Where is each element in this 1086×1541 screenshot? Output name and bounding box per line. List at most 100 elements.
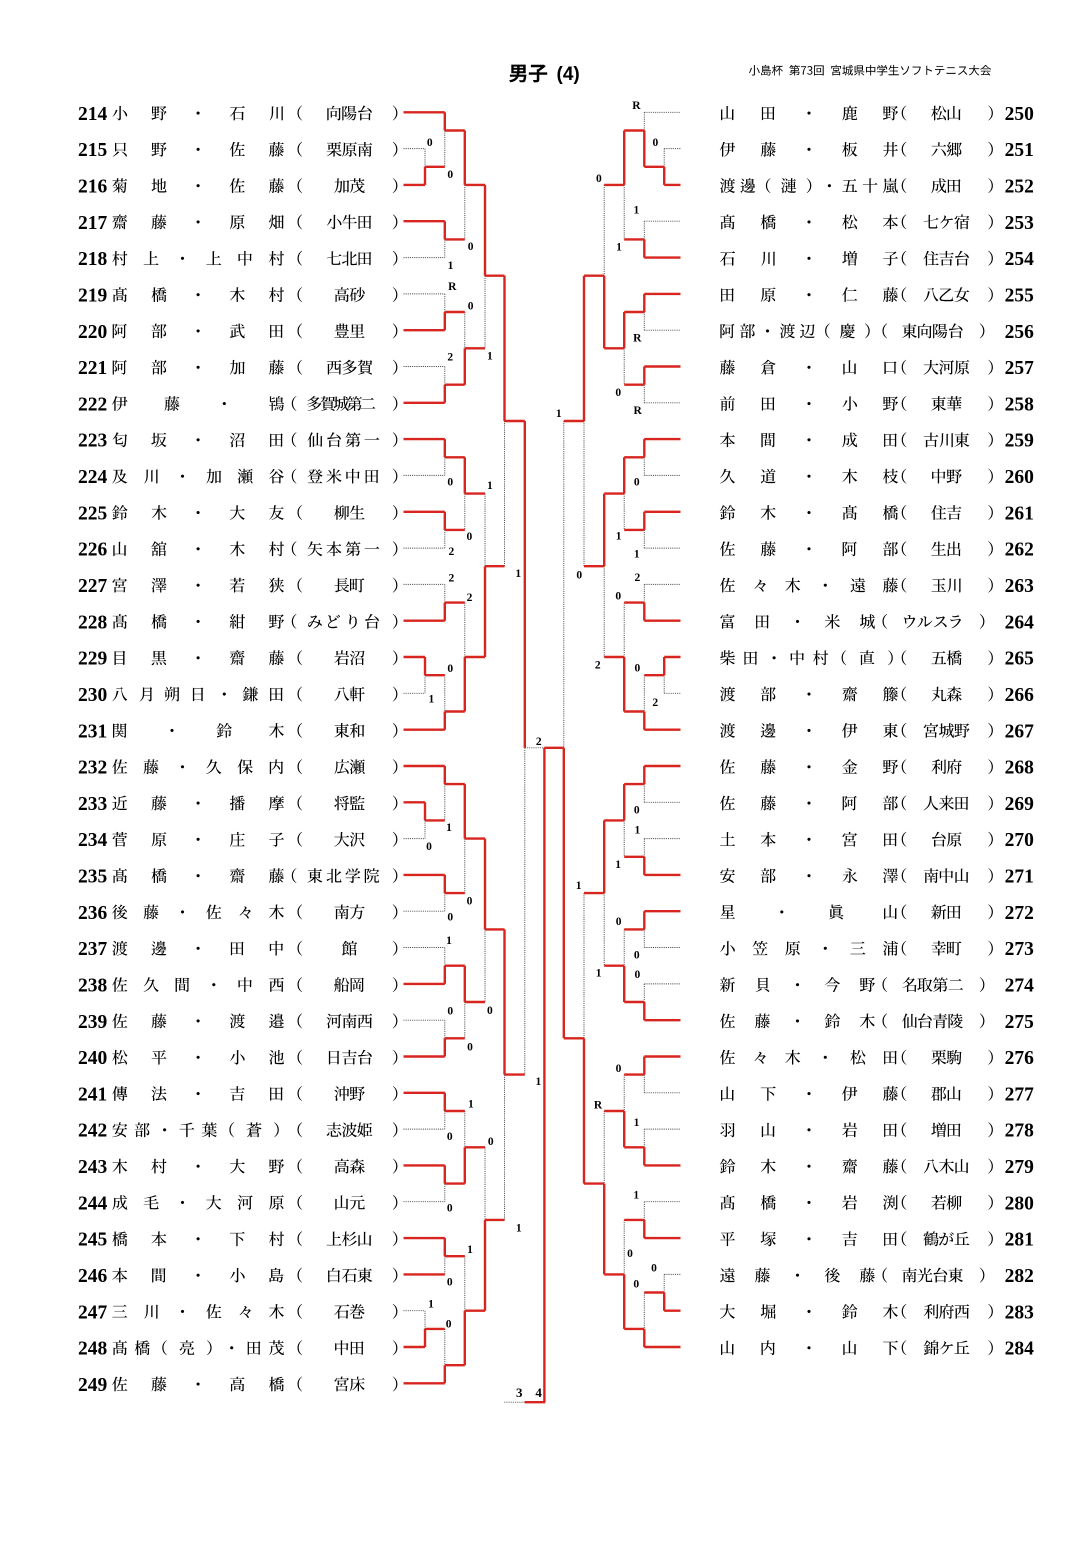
svg-text:0: 0 — [634, 805, 640, 817]
svg-text:1: 1 — [596, 968, 602, 980]
svg-text:274: 274 — [1005, 976, 1035, 997]
svg-text:265: 265 — [1005, 649, 1035, 670]
svg-text:1: 1 — [615, 859, 621, 871]
svg-text:3: 3 — [516, 1385, 523, 1400]
svg-text:1: 1 — [635, 824, 641, 836]
svg-text:1: 1 — [576, 880, 582, 892]
svg-text:0: 0 — [467, 1042, 473, 1054]
svg-text:2: 2 — [449, 573, 455, 585]
svg-text:2: 2 — [595, 659, 601, 671]
svg-text:266: 266 — [1005, 685, 1035, 706]
svg-text:0: 0 — [446, 1319, 452, 1331]
svg-text:271: 271 — [1005, 867, 1034, 888]
svg-text:R: R — [594, 1099, 603, 1111]
svg-text:236: 236 — [78, 903, 108, 924]
svg-text:272: 272 — [1005, 903, 1034, 924]
svg-text:1: 1 — [556, 408, 562, 420]
svg-text:1: 1 — [634, 549, 640, 561]
svg-text:0: 0 — [596, 173, 602, 185]
svg-text:2: 2 — [449, 546, 455, 558]
svg-text:1: 1 — [634, 1117, 640, 1129]
svg-text:1: 1 — [446, 935, 452, 947]
svg-text:263: 263 — [1005, 576, 1035, 597]
svg-text:0: 0 — [427, 137, 433, 149]
svg-text:0: 0 — [468, 241, 474, 253]
svg-text:250: 250 — [1005, 104, 1034, 125]
svg-text:0: 0 — [447, 476, 453, 488]
svg-text:283: 283 — [1005, 1302, 1035, 1323]
svg-text:237: 237 — [78, 939, 108, 960]
svg-text:2: 2 — [635, 572, 641, 584]
svg-text:252: 252 — [1005, 177, 1034, 198]
svg-text:2: 2 — [652, 697, 658, 709]
svg-text:0: 0 — [447, 1131, 453, 1143]
svg-text:R: R — [633, 333, 642, 345]
svg-text:222: 222 — [78, 394, 107, 415]
svg-text:0: 0 — [634, 477, 640, 489]
svg-text:261: 261 — [1005, 503, 1034, 524]
svg-text:270: 270 — [1005, 830, 1034, 851]
svg-text:229: 229 — [78, 649, 108, 670]
svg-text:0: 0 — [467, 531, 473, 543]
svg-text:258: 258 — [1005, 394, 1035, 415]
svg-text:243: 243 — [78, 1157, 108, 1178]
svg-text:216: 216 — [78, 177, 108, 198]
svg-text:1: 1 — [428, 1299, 434, 1311]
svg-text:1: 1 — [634, 204, 640, 216]
svg-text:0: 0 — [616, 916, 622, 928]
svg-text:0: 0 — [635, 662, 641, 674]
svg-text:0: 0 — [635, 969, 641, 981]
svg-text:1: 1 — [448, 260, 454, 272]
svg-text:218: 218 — [78, 249, 108, 270]
svg-text:0: 0 — [651, 1262, 657, 1274]
svg-text:0: 0 — [633, 1279, 639, 1291]
svg-text:217: 217 — [78, 213, 108, 234]
svg-text:244: 244 — [78, 1193, 108, 1214]
svg-text:260: 260 — [1005, 467, 1034, 488]
svg-text:281: 281 — [1005, 1230, 1034, 1251]
svg-text:267: 267 — [1005, 721, 1035, 742]
svg-text:(4): (4) — [557, 64, 580, 85]
svg-text:0: 0 — [653, 137, 659, 149]
svg-text:226: 226 — [78, 540, 108, 561]
svg-text:268: 268 — [1005, 758, 1035, 779]
svg-text:228: 228 — [78, 612, 108, 633]
svg-text:2: 2 — [536, 736, 542, 748]
svg-text:225: 225 — [78, 503, 108, 524]
svg-text:1: 1 — [616, 241, 622, 253]
svg-text:276: 276 — [1005, 1048, 1035, 1069]
svg-text:2: 2 — [467, 592, 473, 604]
svg-text:219: 219 — [78, 286, 108, 307]
svg-text:279: 279 — [1005, 1157, 1035, 1178]
svg-text:0: 0 — [576, 570, 582, 582]
svg-text:1: 1 — [487, 480, 493, 492]
svg-text:232: 232 — [78, 758, 107, 779]
svg-text:0: 0 — [447, 912, 453, 924]
svg-text:262: 262 — [1005, 540, 1034, 561]
svg-text:241: 241 — [78, 1084, 107, 1105]
svg-text:1: 1 — [536, 1076, 542, 1088]
svg-text:R: R — [448, 281, 457, 293]
svg-text:0: 0 — [616, 1063, 622, 1075]
svg-text:1: 1 — [468, 1098, 474, 1110]
svg-text:0: 0 — [467, 895, 473, 907]
svg-text:269: 269 — [1005, 794, 1035, 815]
svg-text:0: 0 — [447, 169, 453, 181]
svg-text:253: 253 — [1005, 213, 1035, 234]
svg-text:235: 235 — [78, 867, 108, 888]
svg-text:256: 256 — [1005, 322, 1035, 343]
svg-text:0: 0 — [488, 1136, 494, 1148]
svg-text:221: 221 — [78, 358, 107, 379]
svg-text:0: 0 — [634, 949, 640, 961]
svg-text:280: 280 — [1005, 1193, 1034, 1214]
svg-text:214: 214 — [78, 104, 108, 125]
svg-text:220: 220 — [78, 322, 107, 343]
svg-text:246: 246 — [78, 1266, 108, 1287]
svg-text:284: 284 — [1005, 1339, 1035, 1360]
svg-text:1: 1 — [446, 822, 452, 834]
svg-text:255: 255 — [1005, 286, 1035, 307]
svg-text:239: 239 — [78, 1012, 108, 1033]
svg-text:0: 0 — [615, 590, 621, 602]
svg-text:245: 245 — [78, 1230, 108, 1251]
svg-text:231: 231 — [78, 721, 107, 742]
